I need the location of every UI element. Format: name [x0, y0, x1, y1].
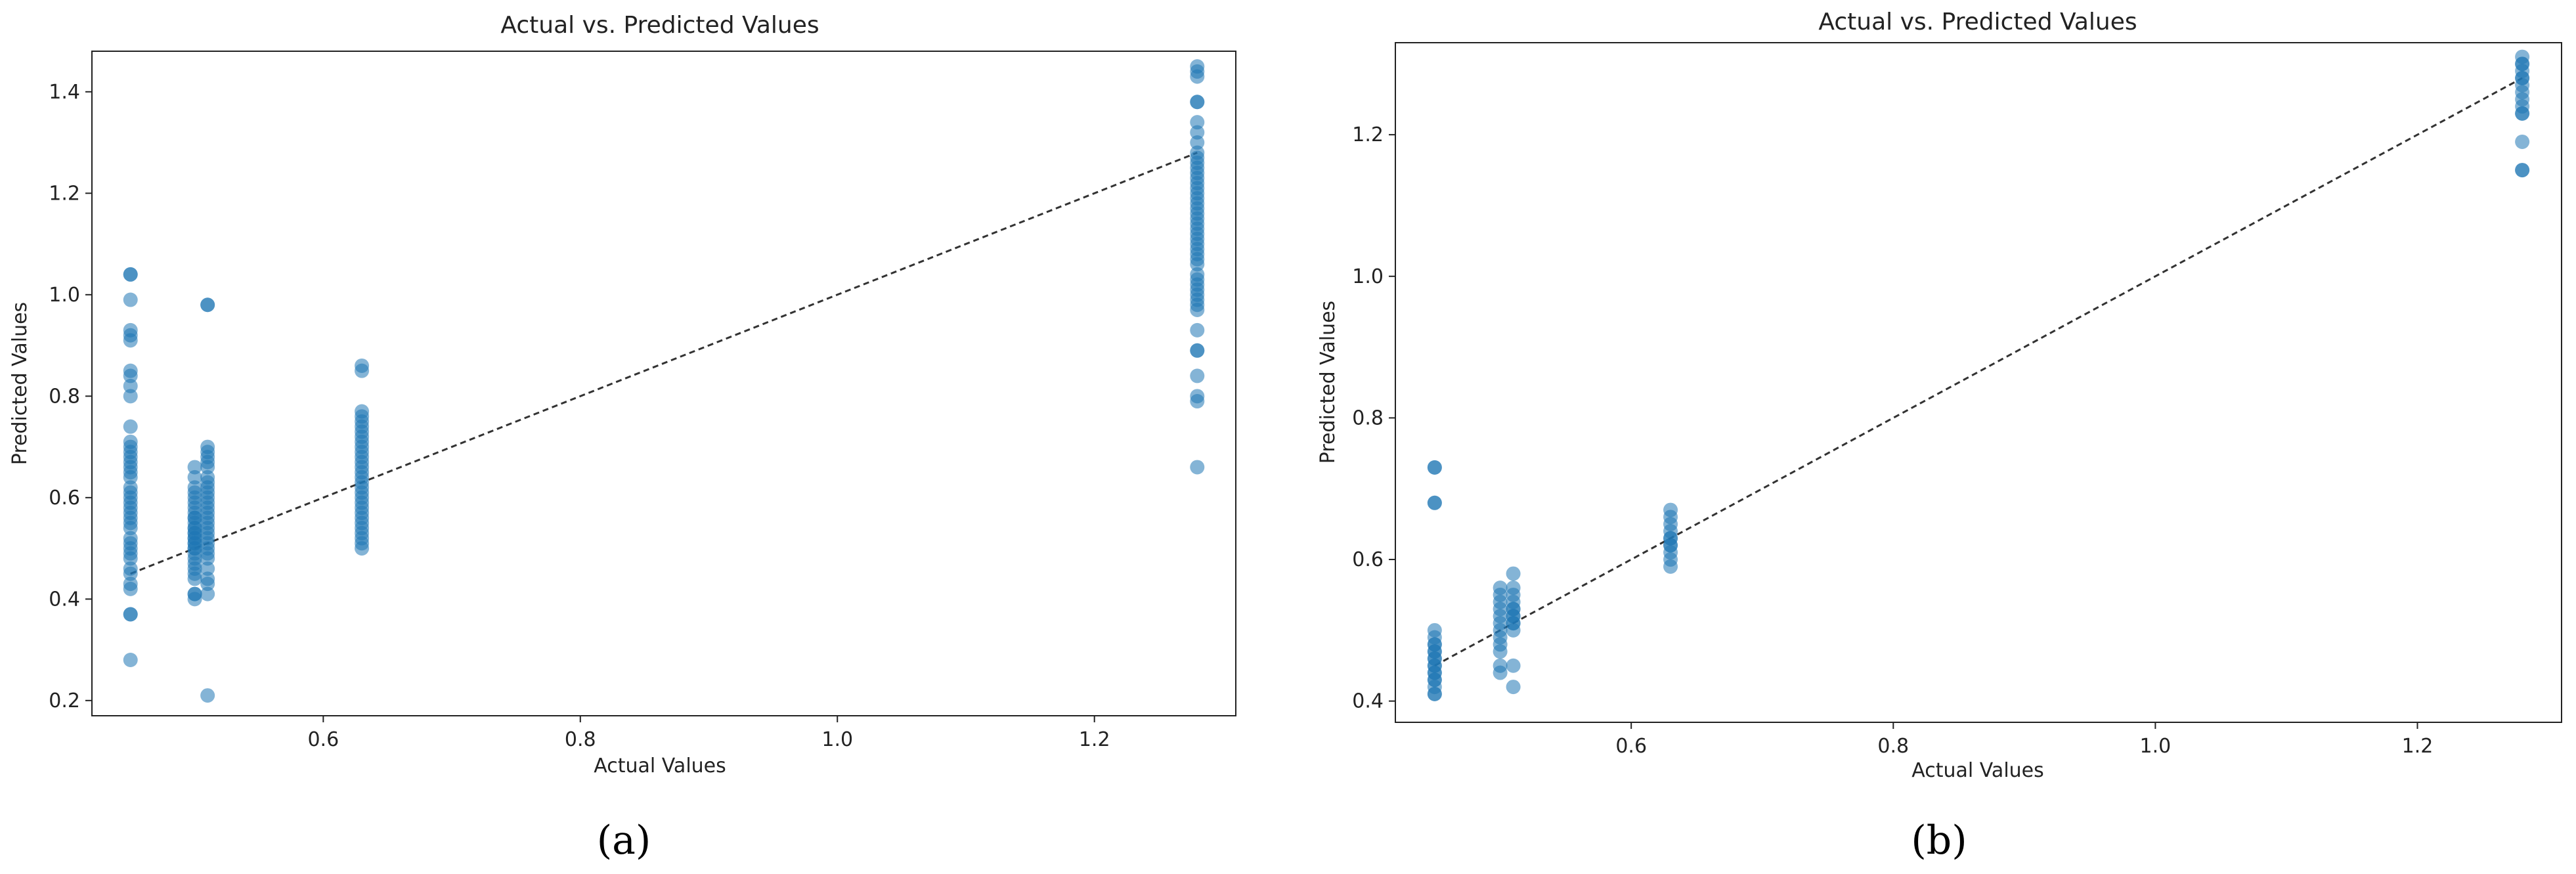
chart-a-title: Actual vs. Predicted Values: [500, 12, 819, 39]
chart-b-data-point: [1506, 623, 1521, 638]
chart-b-data-point: [2515, 163, 2530, 178]
chart-b-data-point: [1427, 686, 1442, 701]
chart-a-x-ticks: 0.6 0.8 1.0 1.2: [307, 716, 1110, 751]
chart-a-x-axis-label: Actual Values: [594, 754, 726, 777]
chart-a-data-point: [187, 571, 202, 586]
chart-a-caption: (a): [597, 818, 651, 863]
chart-a-data-point: [200, 551, 215, 566]
chart-a-plot-frame: [91, 51, 1236, 716]
chart-a-data-point: [123, 267, 138, 282]
chart-a-y-ticks: 0.2 0.4 0.6 0.8 1.0 1.2 1.4: [49, 81, 92, 712]
chart-a-data-point: [1190, 322, 1205, 338]
chart-a-data-point: [123, 292, 138, 307]
chart-a-data-point: [123, 551, 138, 566]
chart-b-y-tick-label: 1.2: [1352, 123, 1384, 146]
chart-b-x-tick-label: 0.8: [1877, 735, 1909, 758]
chart-a-x-tick-label: 1.2: [1079, 728, 1110, 751]
chart-a-data-point: [187, 470, 202, 485]
chart-a-data-point: [123, 378, 138, 393]
chart-a-x-tick-label: 1.0: [821, 728, 853, 751]
chart-b-points: [1427, 49, 2530, 701]
chart-a-data-point: [123, 607, 138, 622]
chart-a-data-point: [200, 688, 215, 703]
chart-a-data-point: [200, 577, 215, 592]
panel-b: Actual vs. Predicted Values 0.4 0.6 0.8 1.0…: [1317, 9, 2562, 863]
chart-a-x-tick-label: 0.6: [307, 728, 339, 751]
chart-a-points: [123, 59, 1205, 703]
chart-a-data-point: [1190, 343, 1205, 358]
chart-b-x-tick-label: 0.6: [1615, 735, 1647, 758]
chart-b-data-point: [1506, 566, 1521, 581]
chart-a-data-point: [123, 653, 138, 668]
chart-a-data-point: [1190, 69, 1205, 84]
chart-a-data-point: [123, 333, 138, 348]
chart-b-x-tick-label: 1.0: [2140, 735, 2172, 758]
chart-b-data-point: [1663, 559, 1678, 574]
chart-a-data-point: [200, 561, 215, 576]
chart-b-x-ticks: 0.6 0.8 1.0 1.2: [1615, 722, 2433, 758]
chart-a-y-tick-label: 0.8: [49, 385, 80, 408]
chart-a-data-point: [355, 541, 370, 556]
chart-a-y-tick-label: 0.2: [49, 689, 80, 712]
chart-a-data-point: [1190, 394, 1205, 409]
chart-a-data-point: [200, 586, 215, 601]
chart-a-data-point: [123, 389, 138, 404]
chart-a-data-point: [123, 368, 138, 383]
chart-a-data-point: [187, 460, 202, 475]
chart-b-y-axis-label: Predicted Values: [1317, 301, 1340, 464]
chart-a-data-point: [1190, 95, 1205, 110]
chart-b-data-point: [2515, 134, 2530, 149]
chart-b-data-point: [1493, 644, 1508, 659]
chart-a-y-axis-label: Predicted Values: [9, 302, 32, 465]
chart-a-data-point: [123, 521, 138, 536]
chart-b-y-tick-label: 1.0: [1352, 265, 1384, 288]
chart-b-data-point: [1493, 665, 1508, 680]
panel-a: Actual vs. Predicted Values 0.2 0.4 0.6 0.8…: [9, 12, 1236, 863]
chart-a-data-point: [187, 592, 202, 607]
chart-b-y-tick-label: 0.4: [1352, 690, 1384, 713]
chart-a-data-point: [1190, 302, 1205, 317]
chart-a-data-point: [123, 419, 138, 434]
chart-b-plot-frame: [1395, 42, 2562, 723]
chart-a-y-tick-label: 1.0: [49, 284, 80, 307]
chart-a-data-point: [355, 363, 370, 378]
chart-b-data-point: [1427, 460, 1442, 475]
chart-b-data-point: [2515, 106, 2530, 121]
chart-a-data-point: [123, 566, 138, 581]
chart-a-data-point: [1190, 115, 1205, 130]
chart-b-data-point: [1427, 495, 1442, 510]
chart-b-data-point: [1506, 680, 1521, 695]
chart-b-y-tick-label: 0.8: [1352, 406, 1384, 429]
chart-b-y-tick-label: 0.6: [1352, 548, 1384, 571]
chart-b-y-ticks: 0.4 0.6 0.8 1.0 1.2: [1352, 123, 1395, 713]
chart-b-reference-line: [1434, 77, 2523, 667]
chart-a-data-point: [1190, 257, 1205, 272]
chart-a-reference-line: [130, 152, 1198, 575]
chart-a-y-tick-label: 1.4: [49, 81, 80, 104]
chart-a-data-point: [123, 581, 138, 596]
chart-a-data-point: [1190, 460, 1205, 475]
chart-a-data-point: [200, 297, 215, 313]
chart-b-x-tick-label: 1.2: [2402, 735, 2434, 758]
chart-b-caption: (b): [1911, 818, 1967, 863]
chart-a-data-point: [1190, 135, 1205, 150]
chart-a-data-point: [123, 470, 138, 485]
chart-b-title: Actual vs. Predicted Values: [1818, 9, 2137, 35]
chart-a-y-tick-label: 1.2: [49, 182, 80, 205]
chart-a-x-tick-label: 0.8: [565, 728, 596, 751]
chart-b-x-axis-label: Actual Values: [1911, 759, 2044, 782]
chart-a-data-point: [1190, 125, 1205, 140]
chart-a-y-tick-label: 0.6: [49, 487, 80, 510]
chart-b-data-point: [1506, 658, 1521, 673]
chart-a-y-tick-label: 0.4: [49, 588, 80, 611]
chart-a-data-point: [1190, 368, 1205, 383]
chart-a-data-point: [200, 460, 215, 475]
